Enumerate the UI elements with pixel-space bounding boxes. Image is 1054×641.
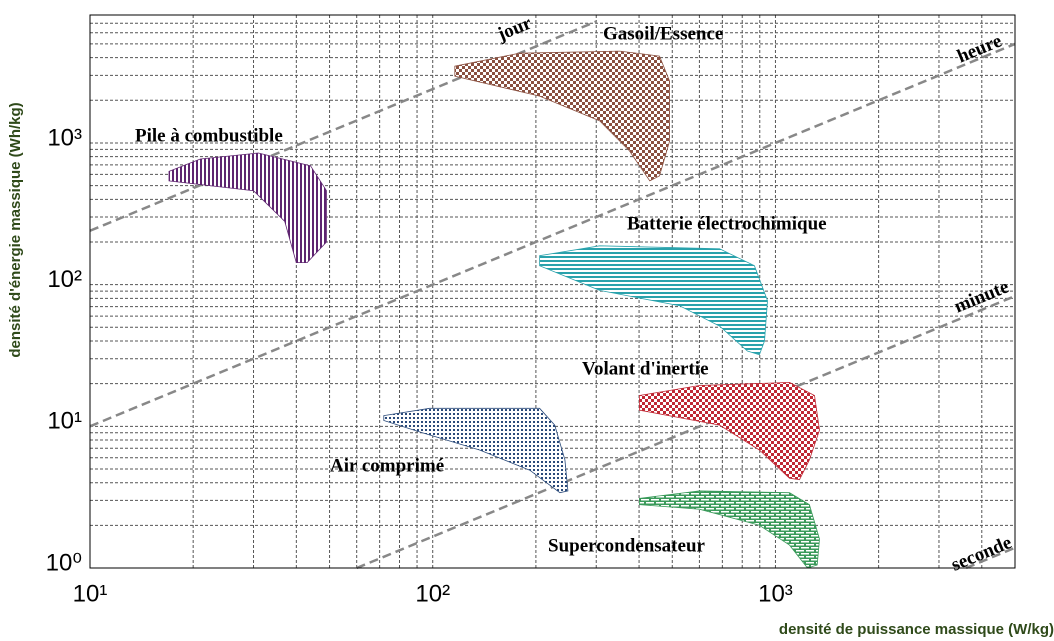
x-tick-label: 10² xyxy=(415,580,450,607)
x-tick-label: 10¹ xyxy=(73,580,108,607)
region-label: Volant d'inertie xyxy=(582,358,709,379)
region xyxy=(454,50,670,182)
time-line xyxy=(356,294,1016,570)
region-label: Supercondensateur xyxy=(548,535,706,556)
y-tick-label: 10² xyxy=(47,266,82,293)
y-tick-label: 10³ xyxy=(47,124,82,151)
time-line xyxy=(89,42,1016,428)
plot-frame xyxy=(89,14,1016,569)
region xyxy=(639,381,820,481)
y-tick-label: 10⁰ xyxy=(46,549,82,576)
region xyxy=(383,407,569,494)
region xyxy=(539,245,768,356)
region xyxy=(639,490,820,569)
y-tick-label: 10¹ xyxy=(47,408,82,435)
region-label: Gasoil/Essence xyxy=(603,23,723,44)
y-axis-label: densité d'énergie massique (Wh/kg) xyxy=(7,102,24,357)
region-label: Batterie électrochimique xyxy=(627,213,827,234)
x-tick-label: 10³ xyxy=(758,580,793,607)
region-label: Pile à combustible xyxy=(135,125,283,146)
region xyxy=(168,152,327,263)
region-label: Air comprimé xyxy=(330,455,444,476)
x-axis-label: densité de puissance massique (W/kg) xyxy=(779,621,1054,638)
time-line xyxy=(965,546,1016,570)
